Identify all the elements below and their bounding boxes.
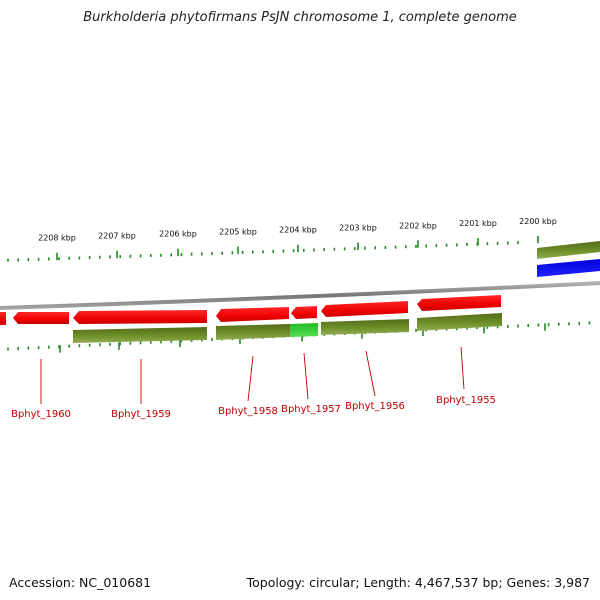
scale-label: 2202 kbp xyxy=(399,221,437,230)
gene-bar-forward[interactable] xyxy=(537,241,600,259)
cds-arrow[interactable] xyxy=(73,310,207,324)
scale-label: 2200 kbp xyxy=(519,217,557,226)
gene-bar[interactable] xyxy=(216,324,290,340)
cds-arrow[interactable] xyxy=(291,306,317,319)
scale-label: 2204 kbp xyxy=(279,226,317,235)
scale-label: 2207 kbp xyxy=(98,232,136,241)
cds-arrow[interactable] xyxy=(13,312,69,324)
gene-labels: Bphyt_1960 Bphyt_1959 Bphyt_1958 Bphyt_1… xyxy=(11,346,496,420)
cds-arrow[interactable] xyxy=(0,312,6,325)
gene-label[interactable]: Bphyt_1958 xyxy=(218,406,278,417)
cds-arrow[interactable] xyxy=(417,295,501,311)
chromosome-backbone xyxy=(0,281,600,310)
gene-leader-line xyxy=(365,350,376,397)
gene-label[interactable]: Bphyt_1957 xyxy=(281,404,341,415)
scale-ruler: 2208 kbp 2207 kbp 2206 kbp 2205 kbp 2204 kbp… xyxy=(7,217,557,262)
gene-label[interactable]: Bphyt_1955 xyxy=(436,395,496,406)
gene-label[interactable]: Bphyt_1959 xyxy=(111,409,171,420)
cds-track xyxy=(0,295,501,325)
gene-leader-line xyxy=(460,346,465,390)
gene-bar-highlight[interactable] xyxy=(290,323,318,337)
scale-label: 2201 kbp xyxy=(459,219,497,228)
scale-label: 2205 kbp xyxy=(219,228,257,237)
cds-arrow[interactable] xyxy=(216,307,289,322)
gene-bar[interactable] xyxy=(417,313,502,331)
gene-bar[interactable] xyxy=(321,319,409,335)
gene-leader-line xyxy=(303,352,309,400)
gene-leader-line xyxy=(247,355,254,402)
scale-label: 2206 kbp xyxy=(159,230,197,239)
map-title: Burkholderia phytofirmans PsJN chromosom… xyxy=(83,10,517,25)
feature-bar-blue[interactable] xyxy=(537,259,600,277)
scale-label: 2203 kbp xyxy=(339,224,377,233)
gene-label[interactable]: Bphyt_1960 xyxy=(11,409,71,420)
cds-arrow[interactable] xyxy=(321,301,408,317)
gene-label[interactable]: Bphyt_1956 xyxy=(345,401,405,412)
accession-text: Accession: NC_010681 xyxy=(9,575,152,590)
scale-label: 2208 kbp xyxy=(38,234,76,243)
gene-bar[interactable] xyxy=(73,327,207,343)
topology-text: Topology: circular; Length: 4,467,537 bp… xyxy=(246,575,590,590)
gene-track xyxy=(73,313,502,343)
